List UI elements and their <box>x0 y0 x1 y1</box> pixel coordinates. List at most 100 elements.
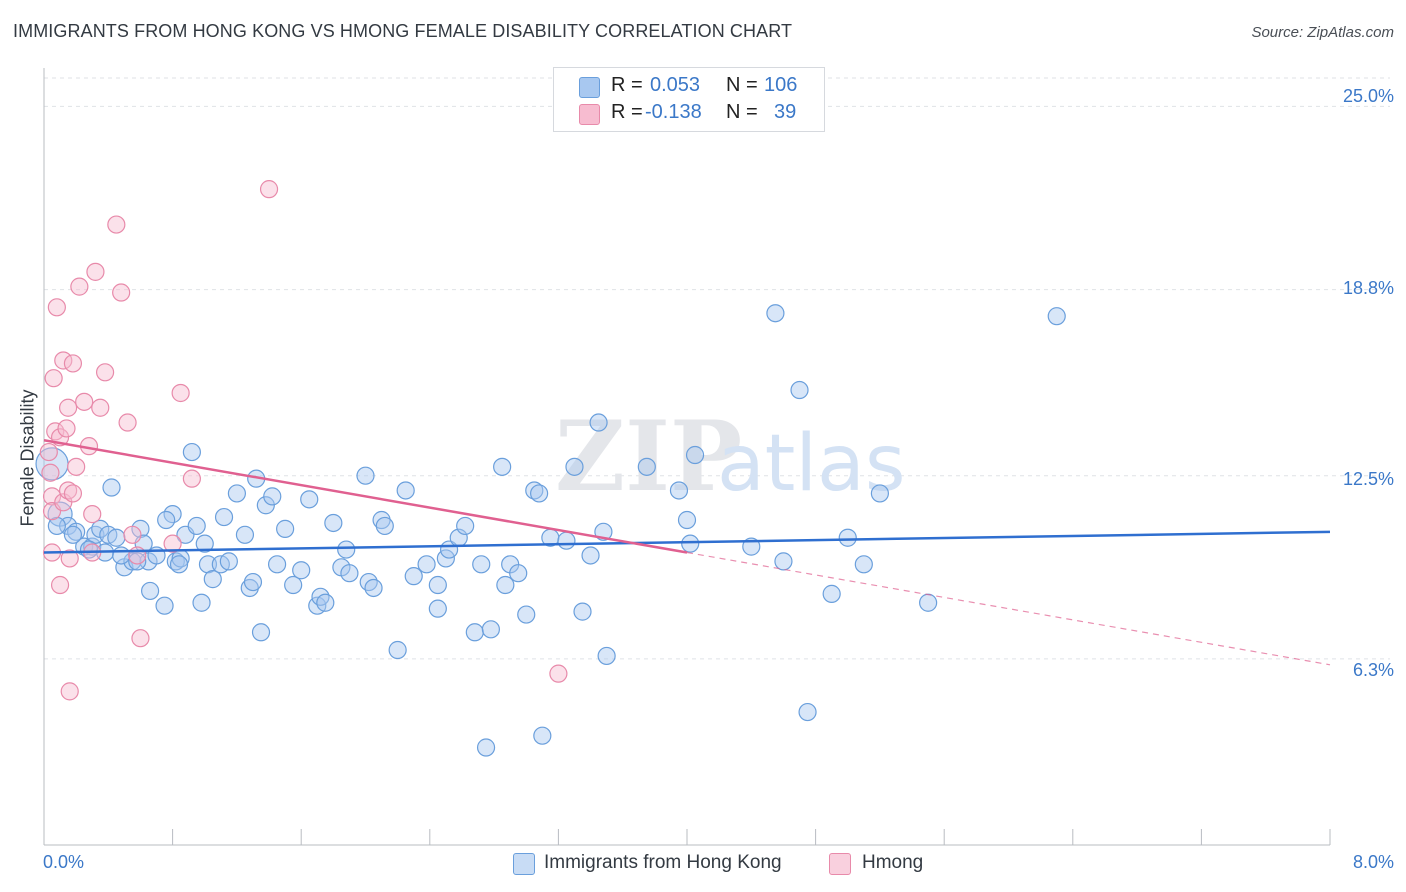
hongkong-point <box>192 593 211 612</box>
hongkong-point <box>67 522 86 541</box>
hongkong-point <box>496 575 515 595</box>
hongkong-point <box>589 413 608 432</box>
hongkong-point <box>324 513 343 533</box>
watermark-zip: ZIP <box>555 400 742 513</box>
hongkong-trend-line <box>43 530 1331 554</box>
hongkong-point <box>182 442 201 462</box>
hongkong-point <box>1047 307 1066 326</box>
hmong-trend-line <box>43 439 688 554</box>
hmong-point <box>70 277 89 296</box>
hongkong-point <box>681 534 700 553</box>
hongkong-point <box>557 531 576 550</box>
hongkong-point <box>685 445 705 465</box>
hongkong-point <box>214 507 234 527</box>
hmong-point <box>44 369 63 388</box>
hongkong-point <box>356 466 375 485</box>
hmong-point <box>75 392 94 411</box>
hongkong-point <box>428 575 447 595</box>
hongkong-point <box>530 484 549 503</box>
legend-r-value: -0.138 <box>645 101 702 123</box>
hongkong-point <box>838 528 857 547</box>
trend-lines <box>43 439 1331 666</box>
hongkong-point <box>157 510 176 530</box>
hongkong-point <box>300 490 319 509</box>
bottom-legend-label: Hmong <box>862 852 924 873</box>
hongkong-point <box>597 646 616 666</box>
hongkong-point <box>337 540 356 559</box>
bottom-legend-swatch-blue <box>513 853 535 875</box>
hmong-point <box>46 422 65 441</box>
bottom-legend-hongkong: Immigrants from Hong Kong <box>513 852 782 875</box>
y-tick-label: 6.3% <box>1352 660 1394 680</box>
legend-swatch-blue <box>579 77 600 98</box>
hongkong-point <box>581 546 600 565</box>
hmong-point <box>41 463 60 482</box>
hmong-point <box>57 419 76 438</box>
hmong-point <box>107 215 126 234</box>
hongkong-point <box>263 487 282 506</box>
hongkong-point <box>102 478 121 497</box>
chart-title: IMMIGRANTS FROM HONG KONG VS HMONG FEMAL… <box>13 21 793 41</box>
hmong-point <box>59 481 78 500</box>
hmong-point <box>182 469 201 488</box>
hongkong-point <box>870 484 890 503</box>
hongkong-point <box>481 620 500 639</box>
legend-n-value: 39 <box>774 101 797 123</box>
hongkong-point <box>243 572 263 592</box>
y-tick-label: 25.0% <box>1342 86 1394 106</box>
hongkong-point <box>187 516 206 536</box>
hongkong-point <box>854 555 873 574</box>
hongkong-point <box>517 605 536 624</box>
hongkong-point <box>509 564 528 583</box>
hongkong-point <box>128 552 147 571</box>
hmong-point <box>63 354 83 373</box>
hmong-point <box>86 262 105 281</box>
data-points <box>35 180 1066 757</box>
axes <box>43 68 1331 846</box>
hmong-point <box>118 413 137 432</box>
hmong-point <box>39 442 58 462</box>
hmong-point <box>549 664 568 683</box>
watermark-atlas: atlas <box>717 419 906 509</box>
hmong-trend-extension <box>686 551 1331 666</box>
x-tick-label-max: 8.0% <box>1352 852 1394 872</box>
legend-r-value: 0.053 <box>650 74 701 96</box>
legend-r-label: R = <box>611 101 643 123</box>
hongkong-point <box>123 552 142 571</box>
hongkong-point <box>227 484 246 503</box>
legend-swatch-pink <box>579 104 600 125</box>
hongkong-point <box>63 525 83 544</box>
legend-n-value: 106 <box>764 74 798 96</box>
hongkong-point <box>525 481 544 500</box>
hmong-point <box>47 298 66 317</box>
hongkong-point <box>112 546 131 565</box>
hongkong-point <box>284 575 303 595</box>
hmong-point <box>67 457 86 476</box>
hongkong-point <box>822 584 841 603</box>
y-tick-label: 18.8% <box>1342 278 1394 298</box>
hongkong-point <box>388 640 407 660</box>
hongkong-point <box>472 555 491 574</box>
hongkong-point <box>340 564 359 583</box>
hongkong-point <box>235 525 255 544</box>
hongkong-point <box>565 457 584 476</box>
hmong-point <box>128 546 147 565</box>
watermark: ZIP atlas <box>555 400 906 513</box>
legend-n-label: N = <box>726 74 758 96</box>
hmong-point <box>42 487 62 506</box>
hmong-point <box>131 629 150 648</box>
hmong-point <box>163 534 182 553</box>
hmong-point <box>259 180 279 199</box>
hongkong-point <box>166 552 185 571</box>
hongkong-point <box>276 519 295 538</box>
hongkong-point <box>798 702 817 722</box>
hmong-point <box>83 505 102 524</box>
hongkong-point <box>790 380 809 400</box>
hongkong-point <box>533 726 552 745</box>
hongkong-point <box>169 555 189 574</box>
hongkong-point <box>203 570 222 589</box>
hongkong-point <box>219 552 238 571</box>
bottom-legend-label: Immigrants from Hong Kong <box>544 852 782 873</box>
hongkong-point <box>637 457 656 476</box>
